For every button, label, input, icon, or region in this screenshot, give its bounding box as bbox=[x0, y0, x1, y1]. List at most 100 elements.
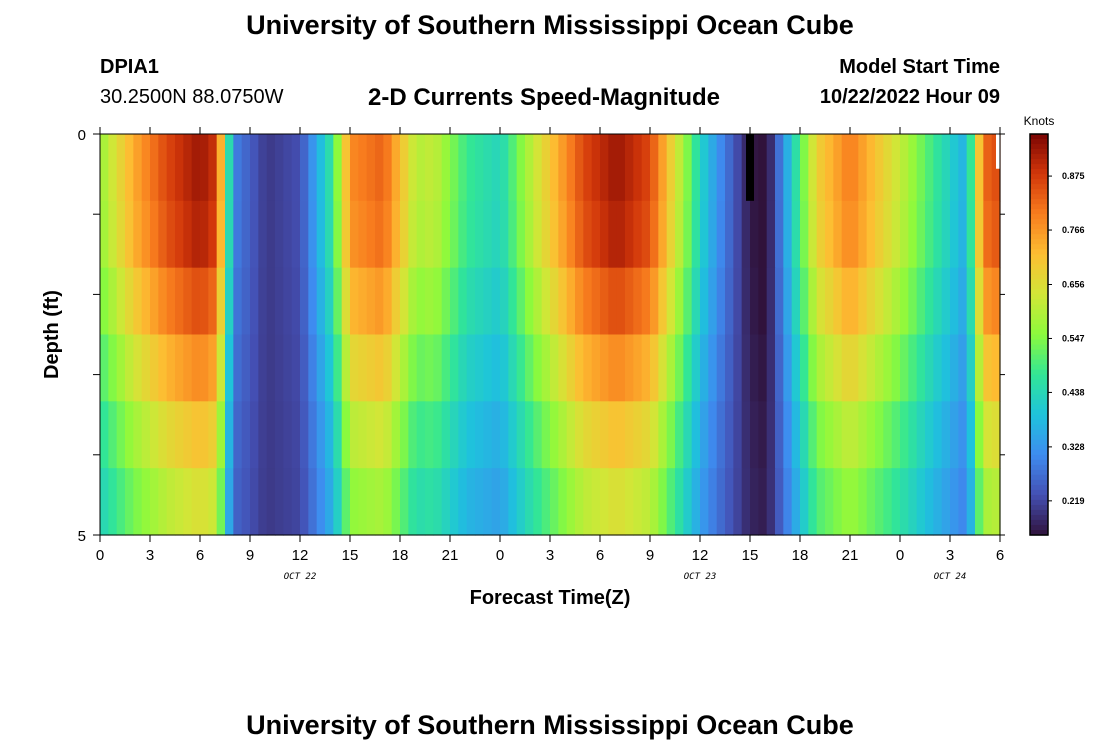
heatmap-cell bbox=[191, 200, 201, 269]
colorbar-segment bbox=[1030, 399, 1048, 406]
heatmap-cell bbox=[166, 401, 176, 469]
heatmap-cell bbox=[216, 468, 226, 536]
heatmap-cell bbox=[450, 401, 459, 469]
heatmap-cell bbox=[916, 134, 926, 202]
heatmap-cell bbox=[133, 134, 143, 202]
heatmap-cell bbox=[491, 468, 501, 536]
heatmap-cell bbox=[866, 134, 876, 202]
heatmap-cell bbox=[916, 401, 926, 469]
heatmap-cell bbox=[158, 267, 168, 336]
colorbar-segment bbox=[1030, 149, 1048, 155]
heatmap-cell bbox=[416, 200, 426, 269]
heatmap-cell bbox=[658, 401, 668, 469]
heatmap-cell bbox=[425, 334, 434, 402]
colorbar-tick-label: 0.328 bbox=[1062, 442, 1085, 452]
heatmap-cell bbox=[908, 334, 918, 402]
colorbar-segment bbox=[1030, 384, 1048, 391]
x-tick-label: 3 bbox=[546, 547, 554, 564]
heatmap-cell bbox=[508, 267, 518, 336]
y-tick-label: 0 bbox=[78, 127, 86, 144]
heatmap-cell bbox=[875, 401, 884, 469]
heatmap-cell bbox=[341, 401, 351, 469]
heatmap-cell bbox=[516, 468, 526, 536]
heatmap-cell bbox=[675, 134, 684, 202]
heatmap-cell bbox=[391, 334, 401, 402]
heatmap-cell bbox=[150, 401, 159, 469]
heatmap-cell bbox=[175, 267, 184, 336]
colorbar-segment bbox=[1030, 344, 1048, 351]
heatmap-cell bbox=[108, 468, 118, 536]
heatmap-cell bbox=[283, 200, 293, 269]
colorbar-segment bbox=[1030, 469, 1048, 476]
heatmap-cell bbox=[158, 134, 168, 202]
heatmap-cell bbox=[641, 267, 651, 336]
heatmap-cell bbox=[575, 267, 584, 336]
heatmap-cell bbox=[550, 200, 559, 269]
heatmap-cell bbox=[833, 468, 843, 536]
colorbar-segment bbox=[1030, 254, 1048, 260]
heatmap-cell bbox=[441, 200, 451, 269]
heatmap-cell bbox=[250, 468, 259, 536]
heatmap-cell bbox=[516, 134, 526, 202]
heatmap-cell bbox=[741, 200, 751, 269]
heatmap-cell bbox=[716, 334, 726, 402]
heatmap-cell bbox=[875, 200, 884, 269]
heatmap-cell bbox=[400, 200, 409, 269]
heatmap-cell bbox=[150, 267, 159, 336]
heatmap-cell bbox=[275, 401, 284, 469]
heatmap-cell bbox=[650, 334, 659, 402]
heatmap-cell bbox=[791, 267, 801, 336]
heatmap-cell bbox=[608, 267, 618, 336]
heatmap-cell bbox=[333, 134, 343, 202]
heatmap-cell bbox=[125, 200, 134, 269]
heatmap-cell bbox=[258, 134, 268, 202]
heatmap-cell bbox=[791, 468, 801, 536]
heatmap-cell bbox=[316, 468, 326, 536]
heatmap-cell bbox=[791, 200, 801, 269]
heatmap-cell bbox=[766, 134, 776, 202]
heatmap-cell bbox=[166, 468, 176, 536]
heatmap-cell bbox=[875, 267, 884, 336]
heatmap-cell bbox=[741, 267, 751, 336]
heatmap-cell bbox=[591, 267, 601, 336]
heatmap-cell bbox=[575, 334, 584, 402]
heatmap-cell bbox=[808, 401, 818, 469]
heatmap-cell bbox=[991, 200, 1001, 269]
heatmap-cell bbox=[191, 401, 201, 469]
colorbar-segment bbox=[1030, 314, 1048, 321]
heatmap-cell bbox=[883, 468, 893, 536]
colorbar-segment bbox=[1030, 239, 1048, 245]
heatmap-cell bbox=[233, 334, 243, 402]
heatmap-cell bbox=[883, 401, 893, 469]
heatmap-cell bbox=[508, 334, 518, 402]
heatmap-cell bbox=[650, 200, 659, 269]
heatmap-cell bbox=[433, 401, 443, 469]
heatmap-cell bbox=[600, 401, 609, 469]
heatmap-cell bbox=[291, 267, 301, 336]
heatmap-cell bbox=[941, 468, 951, 536]
heatmap-cell bbox=[408, 134, 418, 202]
heatmap-cell bbox=[375, 134, 384, 202]
heatmap-cell bbox=[816, 468, 826, 536]
heatmap-cell bbox=[575, 134, 584, 202]
heatmap-cell bbox=[141, 134, 151, 202]
heatmap-cell bbox=[850, 334, 859, 402]
heatmap-cell bbox=[316, 267, 326, 336]
heatmap-cell bbox=[675, 334, 684, 402]
model-start-value: 10/22/2022 Hour 09 bbox=[819, 86, 1000, 108]
heatmap-cell bbox=[541, 334, 551, 402]
heatmap-cell bbox=[616, 267, 626, 336]
heatmap-cell bbox=[408, 267, 418, 336]
heatmap-cell bbox=[883, 200, 893, 269]
heatmap-cell bbox=[450, 134, 459, 202]
heatmap-cell bbox=[375, 401, 384, 469]
heatmap-cell bbox=[141, 334, 151, 402]
heatmap-cell bbox=[441, 468, 451, 536]
heatmap-cell bbox=[633, 468, 643, 536]
heatmap-cell bbox=[441, 401, 451, 469]
heatmap-cell bbox=[975, 200, 984, 269]
colorbar-segment bbox=[1030, 164, 1048, 170]
heatmap-cell bbox=[800, 468, 809, 536]
colorbar-segment bbox=[1030, 229, 1048, 235]
heatmap-cell bbox=[225, 267, 234, 336]
